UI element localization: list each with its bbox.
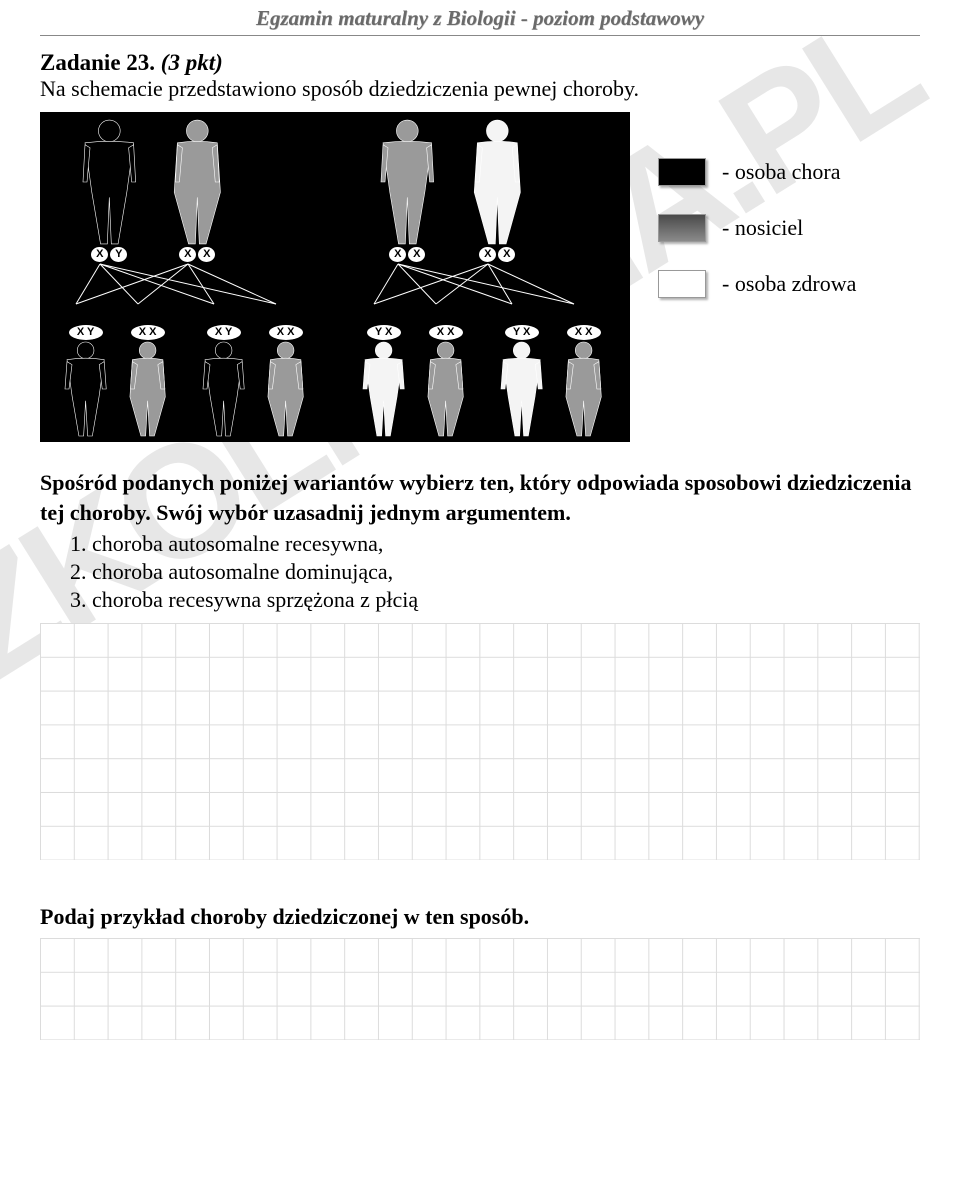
option-number: 1. [70,531,87,556]
task-points: (3 pkt) [161,50,223,75]
task-number: Zadanie 23. [40,50,155,75]
pedigree-child: X Y [202,324,245,438]
pedigree-child: X X [424,324,467,438]
answer-grid-1 [40,623,920,860]
task-intro: Na schemacie przedstawiono sposób dziedz… [40,76,920,102]
pedigree-child: X X [562,324,605,438]
pedigree-child: Y X [500,324,543,438]
pedigree-parent: XX [380,118,435,262]
option-text: choroba autosomalne dominująca, [92,559,393,584]
option-list: 1. choroba autosomalne recesywna, 2. cho… [70,531,920,613]
legend-label-white: - osoba zdrowa [722,272,856,296]
answer-grid-2 [40,938,920,1040]
legend-swatch-black [658,158,706,186]
legend-swatch-white [658,270,706,298]
pedigree-child: X X [264,324,307,438]
question-followup: Podaj przykład choroby dziedziczonej w t… [40,904,920,930]
pedigree-parent: XY [82,118,137,262]
option-text: choroba recesywna sprzężona z płcią [92,587,418,612]
pedigree-child: X X [126,324,169,438]
pedigree-parent: XX [170,118,225,262]
task-heading: Zadanie 23. (3 pkt) [40,50,920,76]
legend-label-gray: - nosiciel [722,216,803,240]
pedigree-child: Y X [362,324,405,438]
option-text: choroba autosomalne recesywna, [92,531,383,556]
pedigree-diagram: XY XX XX XX X Y X X [40,112,630,442]
legend-swatch-gray [658,214,706,242]
option-number: 2. [70,559,87,584]
question-main: Spośród podanych poniżej wariantów wybie… [40,468,920,527]
option-number: 3. [70,587,87,612]
pedigree-parent: XX [470,118,525,262]
page-header: Egzamin maturalny z Biologii - poziom po… [40,0,920,36]
legend: - osoba chora - nosiciel - osoba zdrowa [658,112,856,326]
legend-label-black: - osoba chora [722,160,841,184]
pedigree-child: X Y [64,324,107,438]
